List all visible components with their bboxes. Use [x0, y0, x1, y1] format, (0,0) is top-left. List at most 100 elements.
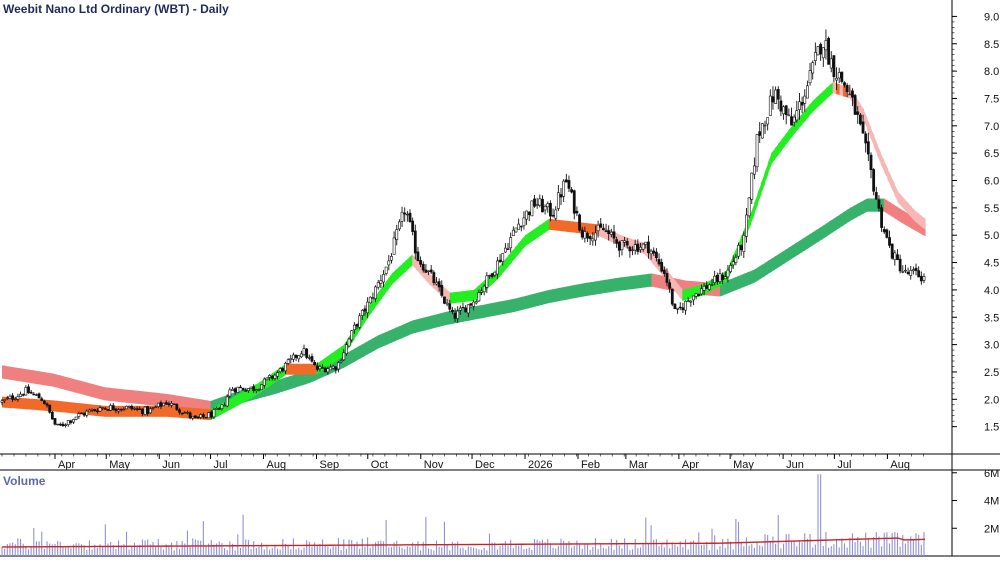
- short-ema-band: [890, 176, 895, 195]
- candle-body: [61, 423, 65, 427]
- candle-body: [289, 358, 293, 360]
- long-ema-band: [145, 391, 150, 406]
- candle-body: [408, 212, 412, 222]
- short-ema-band: [330, 351, 335, 366]
- candle-body: [564, 179, 568, 183]
- candle-body: [345, 344, 348, 354]
- candle-body: [382, 274, 385, 283]
- long-ema-band: [114, 388, 119, 402]
- long-ema-band: [46, 372, 51, 387]
- long-ema-band: [90, 383, 95, 398]
- candle-body: [268, 375, 271, 378]
- candle-body: [755, 134, 759, 168]
- long-ema-band: [798, 239, 803, 255]
- candle-body: [403, 212, 407, 215]
- candle-body: [660, 261, 664, 272]
- candle-body: [917, 270, 921, 278]
- candle-body: [904, 269, 907, 272]
- long-ema-band: [795, 241, 800, 257]
- candle-body: [294, 354, 298, 359]
- candle-body: [880, 207, 883, 228]
- candle-body: [387, 260, 391, 266]
- candle-body: [390, 256, 393, 261]
- candle-body: [612, 231, 616, 239]
- candle-body: [790, 116, 793, 126]
- candle-body: [233, 388, 237, 393]
- long-ema-band: [77, 379, 82, 395]
- long-ema-band: [49, 373, 54, 387]
- candle-body: [792, 116, 796, 123]
- long-ema-band: [733, 276, 738, 291]
- candle-body: [223, 404, 226, 407]
- candle-body: [530, 200, 534, 217]
- candle-body: [376, 282, 380, 288]
- candle-body: [726, 269, 730, 278]
- candle-body: [519, 225, 523, 228]
- short-ema-band: [5, 396, 10, 409]
- candle-body: [355, 323, 359, 327]
- candle-body: [80, 412, 83, 415]
- candle-body: [297, 355, 301, 360]
- candle-body: [371, 297, 375, 299]
- candle-body: [798, 101, 801, 110]
- candle-body: [673, 303, 677, 310]
- long-ema-band: [870, 198, 875, 212]
- long-ema-band: [661, 275, 666, 290]
- candle-body: [541, 198, 544, 213]
- candle-body: [11, 395, 14, 400]
- long-ema-band: [364, 341, 369, 357]
- short-ema-band: [747, 213, 752, 233]
- candle-body: [525, 210, 528, 220]
- long-ema-band: [432, 314, 437, 329]
- candle-body: [689, 300, 693, 303]
- candle-body: [469, 303, 473, 306]
- short-ema-band: [815, 94, 820, 109]
- candle-body: [707, 284, 711, 290]
- short-ema-band: [569, 221, 574, 233]
- candle-body: [808, 70, 812, 84]
- long-ema-band: [401, 323, 406, 339]
- candle-body: [496, 260, 499, 275]
- candle-body: [180, 412, 184, 415]
- short-ema-band: [825, 85, 830, 100]
- candle-body: [16, 396, 20, 400]
- long-ema-band: [887, 200, 892, 217]
- candle-body: [138, 408, 142, 411]
- short-ema-band: [535, 225, 540, 240]
- candle-body: [919, 275, 923, 282]
- candle-body: [787, 114, 791, 117]
- long-ema-band: [767, 258, 772, 275]
- short-ema-band: [15, 397, 20, 409]
- candle-body: [29, 391, 33, 394]
- candle-body: [710, 284, 714, 286]
- candle-body: [0, 400, 4, 403]
- y-tick-label: 4.0: [984, 285, 999, 297]
- short-ema-band: [880, 153, 885, 172]
- short-ema-band: [453, 291, 458, 304]
- short-ema-band: [542, 221, 547, 235]
- long-ema-band: [586, 282, 591, 296]
- candle-body: [77, 413, 81, 417]
- candle-body: [853, 95, 857, 115]
- candle-body: [284, 363, 287, 372]
- x-tick-label: Nov: [424, 459, 444, 471]
- candle-body: [392, 237, 396, 255]
- candle-body: [832, 55, 836, 77]
- short-ema-band: [750, 203, 755, 225]
- long-ema-band: [412, 319, 417, 334]
- candle-body: [154, 406, 158, 409]
- long-ema-band: [111, 387, 116, 402]
- candle-body: [750, 172, 754, 200]
- candle-body: [186, 411, 189, 414]
- candle-body: [837, 72, 841, 79]
- short-ema-band: [552, 219, 557, 231]
- candle-body: [700, 288, 703, 295]
- candle-body: [697, 293, 701, 296]
- candle-body: [641, 243, 645, 250]
- candle-body: [464, 307, 468, 313]
- candle-body: [702, 285, 706, 291]
- long-ema-band: [125, 389, 130, 403]
- candle-body: [747, 197, 751, 217]
- y-tick-label: 7.5: [984, 93, 999, 105]
